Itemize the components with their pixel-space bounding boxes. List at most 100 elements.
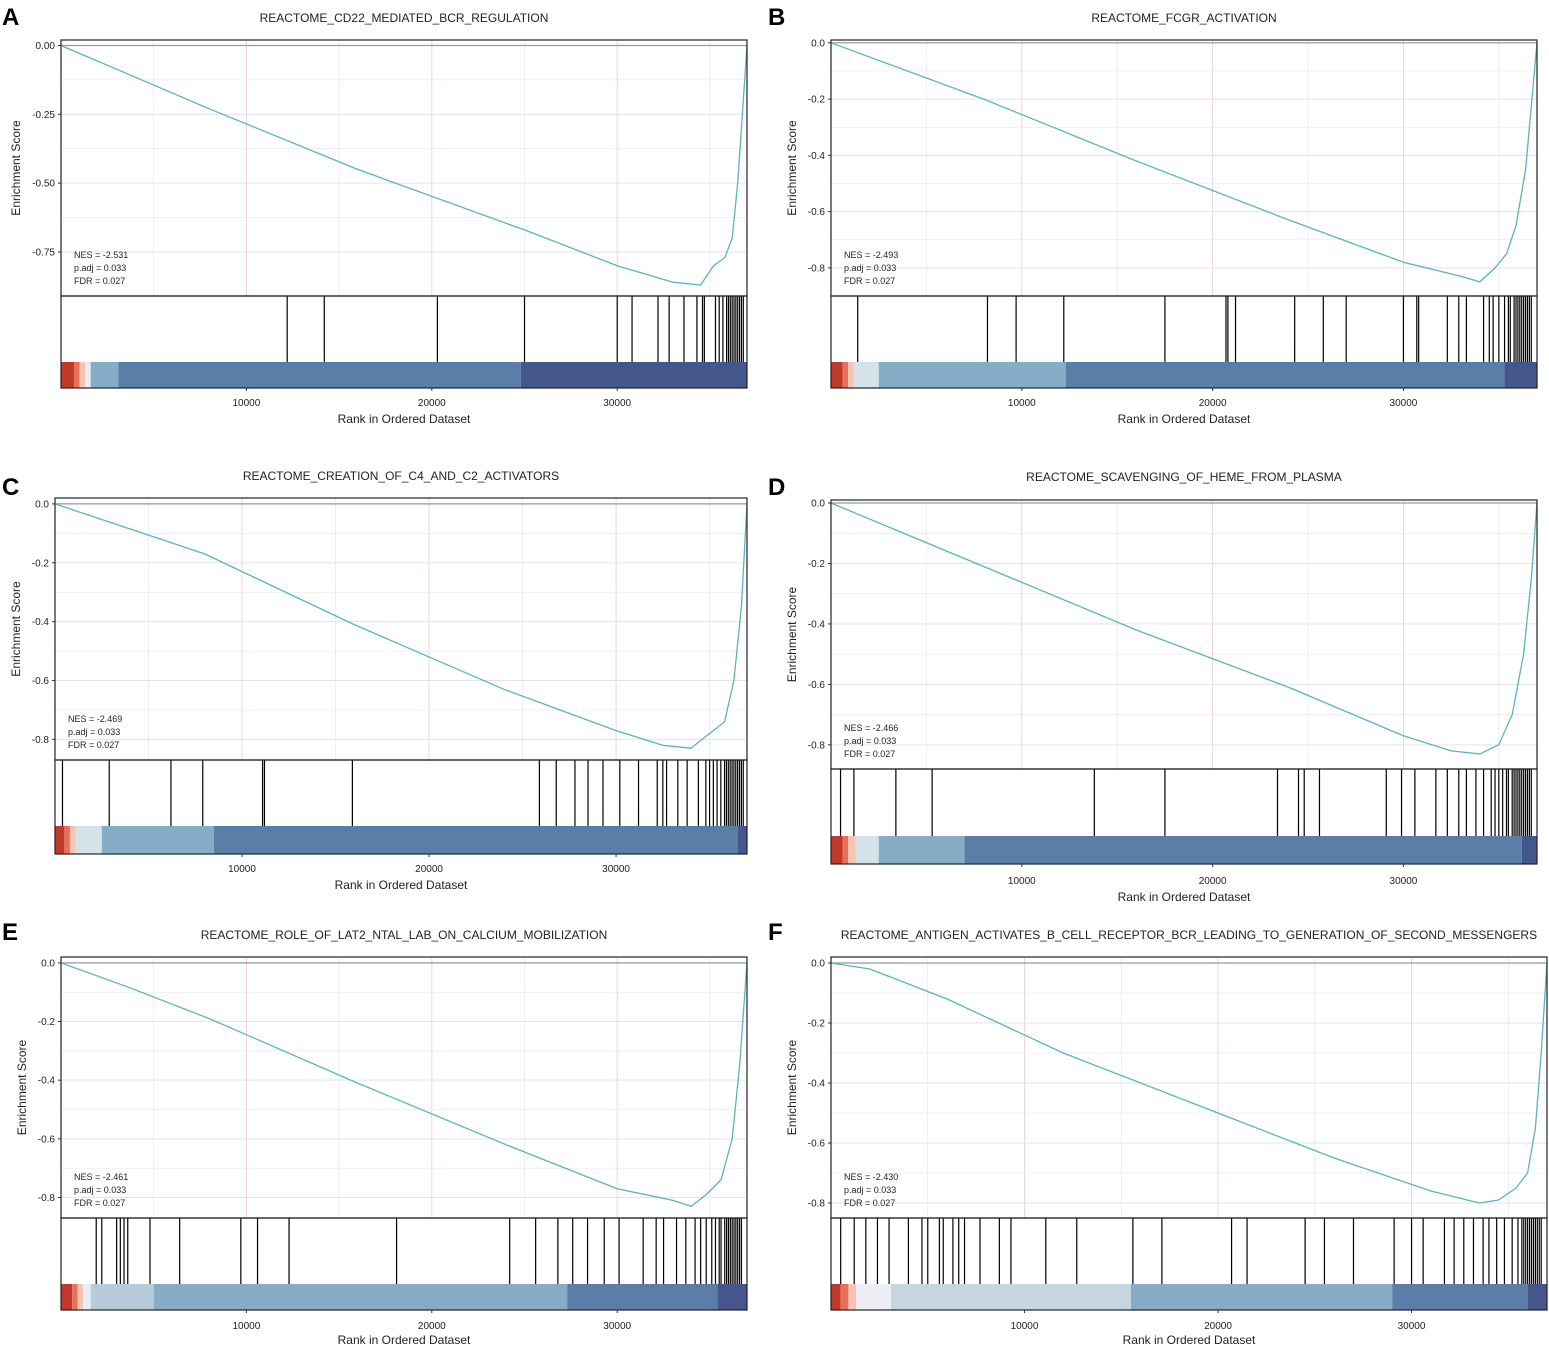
- y-tick-label: -0.25: [32, 110, 55, 121]
- rank-band: [842, 836, 849, 864]
- x-tick-label: 20000: [1199, 876, 1227, 887]
- y-tick-label: -0.4: [38, 1076, 56, 1087]
- gsea-panel-c: C REACTOME_CREATION_OF_C4_AND_C2_ACTIVATO…: [2, 469, 748, 892]
- x-tick-label: 30000: [602, 864, 630, 875]
- ranked-list-bands: [831, 836, 1537, 864]
- rank-panel-frame: [60, 1217, 748, 1311]
- rank-band: [1130, 1284, 1393, 1310]
- ranked-list-bands: [831, 1284, 1547, 1310]
- stat-line: NES = -2.461: [74, 1172, 128, 1182]
- rank-band: [856, 1284, 891, 1310]
- rank-band: [842, 362, 849, 388]
- panel-label: B: [768, 4, 785, 31]
- stat-line: FDR = 0.027: [844, 749, 895, 759]
- rank-band: [213, 826, 738, 854]
- x-axis-label: Rank in Ordered Dataset: [338, 1333, 471, 1346]
- y-axis-label: Enrichment Score: [785, 120, 799, 216]
- y-tick-label: -0.75: [32, 247, 55, 258]
- rank-panel-frame: [54, 759, 748, 855]
- x-tick-label: 10000: [1008, 398, 1036, 409]
- stat-line: NES = -2.469: [68, 714, 122, 724]
- panel-title: REACTOME_CD22_MEDIATED_BCR_REGULATION: [260, 11, 549, 25]
- stat-line: FDR = 0.027: [844, 276, 895, 286]
- rank-band: [964, 836, 1522, 864]
- y-tick-label: 0.0: [811, 499, 825, 510]
- es-panel-frame: [54, 497, 748, 761]
- enrichment-curve: [830, 502, 1538, 755]
- rank-band: [90, 1284, 154, 1310]
- gene-hits: [839, 769, 1532, 836]
- y-tick-label: -0.8: [32, 735, 50, 746]
- grid: [61, 957, 747, 1218]
- panel-title: REACTOME_ROLE_OF_LAT2_NTAL_LAB_ON_CALCIU…: [201, 928, 608, 942]
- x-tick-label: 20000: [1199, 398, 1227, 409]
- rank-band: [73, 362, 80, 388]
- stat-line: FDR = 0.027: [74, 1198, 125, 1208]
- enrichment-curve: [60, 962, 748, 1208]
- rank-band: [848, 362, 854, 388]
- rank-band: [1392, 1284, 1528, 1310]
- y-tick-label: -0.4: [808, 151, 826, 162]
- rank-band: [848, 836, 856, 864]
- y-tick-label: -0.2: [808, 559, 826, 570]
- rank-band: [520, 362, 747, 388]
- y-tick-label: 0.0: [811, 959, 825, 970]
- ranked-list-bands: [61, 362, 747, 388]
- rank-band: [1521, 836, 1537, 864]
- y-tick-label: -0.2: [32, 558, 50, 569]
- rank-band: [55, 826, 65, 854]
- rank-band: [64, 826, 70, 854]
- rank-band: [83, 1284, 91, 1310]
- enrichment-curve: [830, 962, 1548, 1204]
- es-panel-frame: [60, 39, 748, 297]
- y-axis-label: Enrichment Score: [785, 1039, 799, 1135]
- y-tick-label: -0.8: [808, 263, 826, 274]
- x-tick-label: 10000: [1011, 1321, 1039, 1332]
- x-axis-label: Rank in Ordered Dataset: [1118, 412, 1251, 426]
- stat-line: p.adj = 0.033: [74, 1185, 126, 1195]
- grid: [831, 500, 1537, 769]
- x-tick-label: 20000: [418, 1321, 446, 1332]
- ranked-list-bands: [55, 826, 747, 854]
- rank-band: [1527, 1284, 1547, 1310]
- x-tick-label: 10000: [232, 398, 260, 409]
- gene-hits: [857, 296, 1532, 362]
- gsea-panel-e: E REACTOME_ROLE_OF_LAT2_NTAL_LAB_ON_CALCI…: [2, 919, 748, 1346]
- x-tick-label: 20000: [415, 864, 443, 875]
- y-tick-label: -0.4: [808, 619, 826, 630]
- y-tick-label: -0.8: [38, 1193, 56, 1204]
- y-axis-label: Enrichment Score: [15, 1039, 29, 1135]
- rank-band: [878, 836, 965, 864]
- y-tick-label: 0.00: [36, 41, 56, 52]
- y-tick-label: -0.4: [808, 1079, 826, 1090]
- rank-band: [831, 362, 843, 388]
- rank-band: [878, 362, 1066, 388]
- rank-panel-frame: [60, 295, 748, 389]
- rank-band: [153, 1284, 568, 1310]
- rank-band: [101, 826, 214, 854]
- rank-band: [118, 362, 521, 388]
- ranked-list-bands: [61, 1284, 747, 1310]
- rank-band: [890, 1284, 1131, 1310]
- grid: [55, 498, 747, 760]
- x-tick-label: 30000: [1398, 1321, 1426, 1332]
- x-axis-label: Rank in Ordered Dataset: [1123, 1333, 1256, 1346]
- rank-band: [61, 362, 74, 388]
- rank-band: [90, 362, 119, 388]
- stat-line: NES = -2.466: [844, 723, 898, 733]
- panel-label: E: [2, 919, 18, 946]
- y-tick-label: -0.8: [808, 1199, 826, 1210]
- panel-label: F: [768, 919, 783, 946]
- stat-line: p.adj = 0.033: [74, 263, 126, 273]
- y-tick-label: 0.0: [811, 38, 825, 49]
- rank-band: [848, 1284, 857, 1310]
- y-tick-label: 0.0: [41, 958, 55, 969]
- enrichment-curve: [60, 44, 748, 286]
- x-axis-label: Rank in Ordered Dataset: [335, 878, 468, 892]
- panel-title: REACTOME_SCAVENGING_OF_HEME_FROM_PLASMA: [1026, 470, 1342, 484]
- y-tick-label: -0.6: [808, 680, 826, 691]
- rank-band: [69, 826, 76, 854]
- x-tick-label: 30000: [1390, 876, 1418, 887]
- rank-band: [75, 826, 102, 854]
